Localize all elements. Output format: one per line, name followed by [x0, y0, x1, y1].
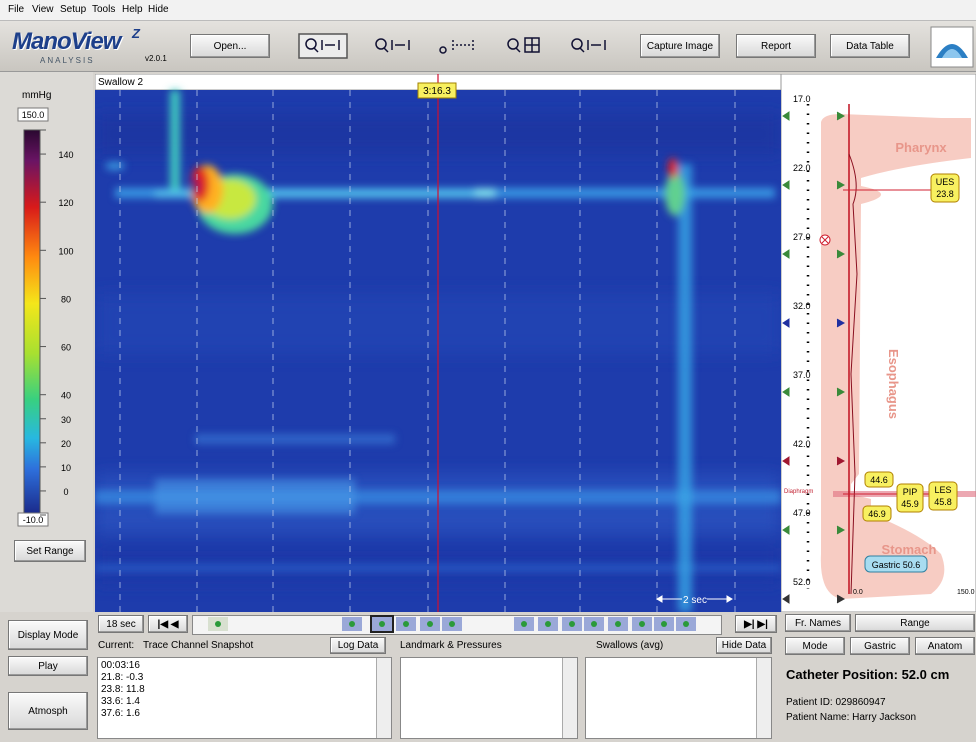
depth-label: 37.0 — [793, 370, 811, 380]
axis-min: 0.0 — [853, 589, 863, 596]
depth-label: 27.0 — [793, 232, 811, 242]
app-icon — [930, 26, 974, 68]
scale-tick-label: 150.0 — [22, 110, 45, 120]
swallow-marker — [538, 617, 558, 631]
rewind-buttons[interactable]: |◀ ◀ — [148, 615, 188, 633]
atmosph-button[interactable]: Atmosph — [8, 692, 88, 730]
plot-title: Swallow 2 — [98, 77, 143, 88]
duration-button[interactable]: 18 sec — [98, 615, 144, 633]
menu-help[interactable]: Help — [122, 4, 143, 15]
scale-tick-label: 10 — [61, 463, 71, 473]
swallow-marker — [396, 617, 416, 631]
depth-label: 42.0 — [793, 439, 811, 449]
capture-image-button[interactable]: Capture Image — [640, 34, 720, 58]
logo-sup: Z — [132, 26, 140, 41]
pip-name: PIP — [903, 487, 918, 497]
scale-tick-label: -10.0 — [23, 515, 44, 525]
scale-tick-label: 80 — [61, 294, 71, 304]
swallow-marker — [562, 617, 582, 631]
pip-value: 45.9 — [901, 499, 919, 509]
swallow-marker — [676, 617, 696, 631]
snapshot-line: 37.6: 1.6 — [101, 708, 388, 720]
version: v2.0.1 — [145, 54, 167, 63]
depth-label: 32.0 — [793, 301, 811, 311]
anatomy-panel: Pharynx Esophagus Stomach Diaphragm UES … — [781, 74, 976, 612]
open-button[interactable]: Open... — [190, 34, 270, 58]
depth-label: 17.0 — [793, 94, 811, 104]
display-mode-button[interactable]: Display Mode — [8, 620, 88, 650]
app-window: File View Setup Tools Help Hide ManoView… — [0, 0, 976, 742]
current-view: Trace Channel Snapshot — [143, 640, 253, 651]
depth-label: 47.0 — [793, 508, 811, 518]
play-button[interactable]: Play — [8, 656, 88, 676]
hide-data-button[interactable]: Hide Data — [716, 637, 772, 654]
log-data-button[interactable]: Log Data — [330, 637, 386, 654]
set-range-button[interactable]: Set Range — [14, 540, 86, 562]
time-scale: 2 sec — [683, 595, 707, 606]
menu-hide[interactable]: Hide — [148, 4, 169, 15]
landmarks-label: Landmark & Pressures — [400, 640, 502, 651]
anatom-button[interactable]: Anatom — [915, 637, 975, 655]
region-stomach: Stomach — [882, 542, 937, 557]
cursor-time[interactable]: 3:16.3 — [423, 86, 451, 97]
swallows-label: Swallows (avg) — [596, 640, 663, 651]
data-table-button[interactable]: Data Table — [830, 34, 910, 58]
les-value: 45.8 — [934, 497, 952, 507]
range-button[interactable]: Range — [855, 614, 975, 632]
current-label: Current: — [98, 640, 134, 651]
scale-tick-label: 100 — [58, 246, 73, 256]
gastric-label: Gastric 50.6 — [872, 560, 921, 570]
les-name: LES — [934, 485, 951, 495]
swallow-marker — [608, 617, 628, 631]
forward-buttons[interactable]: ▶| ▶| — [735, 615, 777, 633]
snapshot-line: 33.6: 1.4 — [101, 696, 388, 708]
scale-tick-label: 0 — [63, 487, 68, 497]
snapshot-line: 23.8: 11.8 — [101, 684, 388, 696]
landmarks-box — [400, 657, 578, 739]
region-pharynx: Pharynx — [895, 140, 947, 155]
scale-tick-label: 140 — [58, 150, 73, 160]
color-bar — [24, 130, 40, 515]
patient-name: Patient Name: Harry Jackson — [786, 712, 916, 723]
patient-id: Patient ID: 029860947 — [786, 697, 886, 708]
report-button[interactable]: Report — [736, 34, 816, 58]
swallows-box — [585, 657, 772, 739]
region-esophagus: Esophagus — [886, 349, 901, 419]
scale-tick-label: 120 — [58, 198, 73, 208]
ues-name: UES — [936, 177, 955, 187]
scale-tick-label: 20 — [61, 439, 71, 449]
swallow-markers — [192, 615, 720, 633]
swallow-marker — [442, 617, 462, 631]
axis-max: 150.0 — [957, 589, 975, 596]
swallow-marker — [584, 617, 604, 631]
label-46-9: 46.9 — [868, 509, 886, 519]
depth-label: 22.0 — [793, 163, 811, 173]
swallow-marker — [208, 617, 228, 631]
swallow-marker — [420, 617, 440, 631]
swallow-marker — [514, 617, 534, 631]
catheter-position: Catheter Position: 52.0 cm — [786, 667, 949, 682]
swallow-marker — [342, 617, 362, 631]
gastric-button[interactable]: Gastric — [850, 637, 910, 655]
swallow-marker — [632, 617, 652, 631]
snapshot-line: 21.8: -0.3 — [101, 672, 388, 684]
scale-tick-label: 40 — [61, 391, 71, 401]
menu-tools[interactable]: Tools — [92, 4, 115, 15]
snapshot-line: 00:03:16 — [101, 660, 388, 672]
scale-tick-label: 30 — [61, 415, 71, 425]
swallow-marker — [372, 617, 392, 631]
ues-value: 23.8 — [936, 189, 954, 199]
pressure-topography: Swallow 2 3:16.3 2 sec — [95, 74, 781, 612]
depth-label: 52.0 — [793, 577, 811, 587]
label-44-6: 44.6 — [870, 475, 888, 485]
menu-bar — [0, 0, 976, 21]
swallow-marker — [654, 617, 674, 631]
zoom-tools — [295, 32, 625, 60]
mode-button[interactable]: Mode — [785, 637, 845, 655]
fr-names-button[interactable]: Fr. Names — [785, 614, 851, 632]
scale-tick-label: 60 — [61, 343, 71, 353]
